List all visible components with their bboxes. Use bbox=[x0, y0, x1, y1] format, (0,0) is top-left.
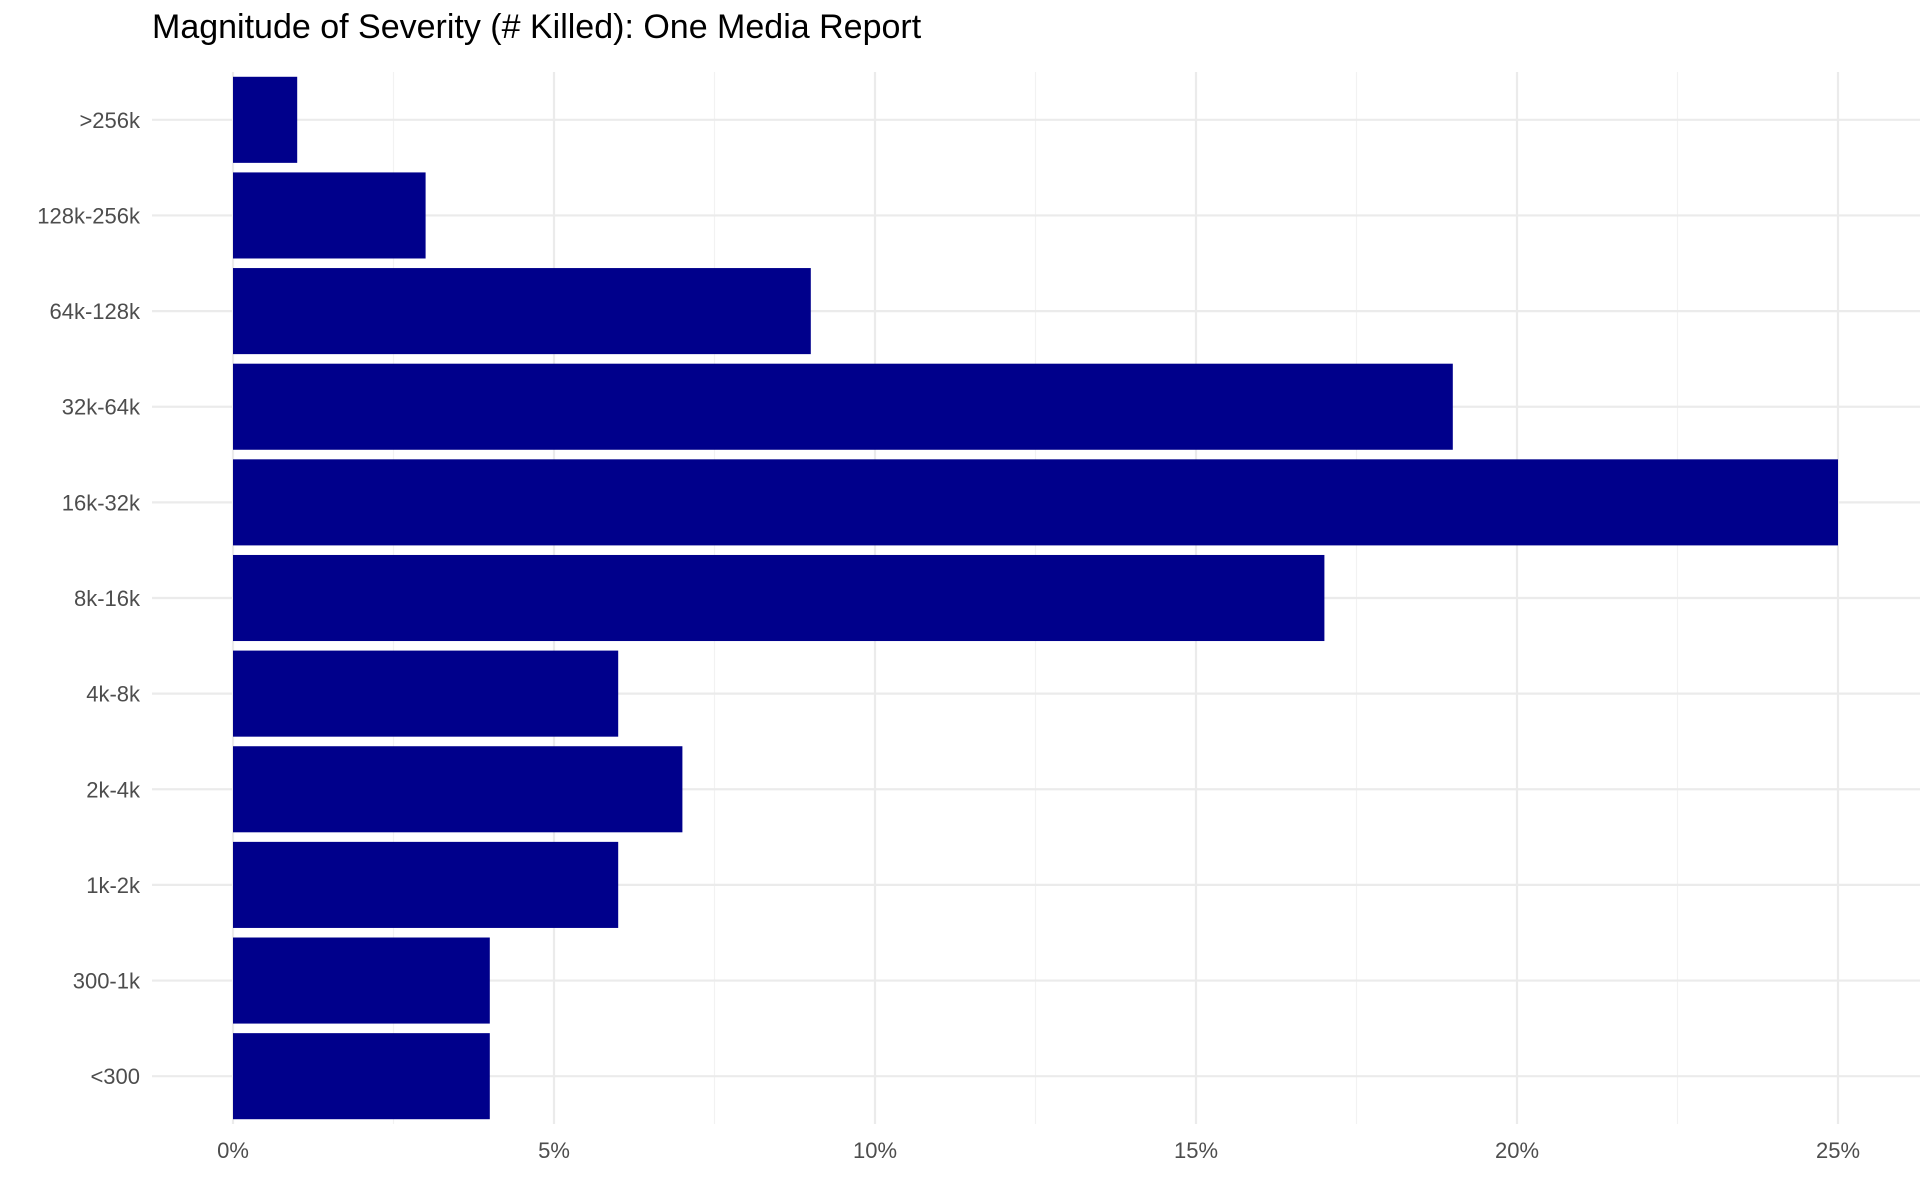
bar-2 bbox=[233, 268, 811, 355]
bar-4 bbox=[233, 459, 1838, 546]
y-tick-label: 4k-8k bbox=[86, 682, 141, 707]
x-tick-label: 25% bbox=[1816, 1138, 1860, 1163]
y-tick-label: 1k-2k bbox=[86, 873, 141, 898]
y-tick-label: >256k bbox=[79, 108, 141, 133]
x-tick-label: 15% bbox=[1174, 1138, 1218, 1163]
y-tick-label: 300-1k bbox=[73, 969, 141, 994]
bar-6 bbox=[233, 650, 619, 737]
x-tick-label: 5% bbox=[538, 1138, 570, 1163]
bars bbox=[233, 76, 1838, 1120]
y-axis-tick-labels: >256k 128k-256k 64k-128k 32k-64k 16k-32k 8k-1… bbox=[37, 108, 141, 1089]
bar-8 bbox=[233, 841, 619, 928]
bar-5 bbox=[233, 554, 1325, 642]
y-tick-label: 128k-256k bbox=[37, 203, 141, 228]
y-tick-label: 64k-128k bbox=[49, 299, 141, 324]
x-tick-label: 20% bbox=[1495, 1138, 1539, 1163]
y-tick-label: 32k-64k bbox=[62, 395, 141, 420]
bar-9 bbox=[233, 937, 490, 1024]
bar-10 bbox=[233, 1033, 490, 1120]
bar-3 bbox=[233, 363, 1453, 450]
x-tick-label: 10% bbox=[853, 1138, 897, 1163]
x-tick-label: 0% bbox=[217, 1138, 249, 1163]
y-tick-label: 2k-4k bbox=[86, 777, 141, 802]
y-tick-label: <300 bbox=[90, 1064, 140, 1089]
bar-7 bbox=[233, 746, 683, 833]
chart-title: Magnitude of Severity (# Killed): One Me… bbox=[152, 8, 922, 46]
bar-0 bbox=[233, 76, 298, 163]
x-axis-tick-labels: 0% 5% 10% 15% 20% 25% bbox=[217, 1138, 1860, 1163]
bar-1 bbox=[233, 172, 426, 259]
y-tick-label: 8k-16k bbox=[74, 586, 141, 611]
y-tick-label: 16k-32k bbox=[62, 490, 141, 515]
